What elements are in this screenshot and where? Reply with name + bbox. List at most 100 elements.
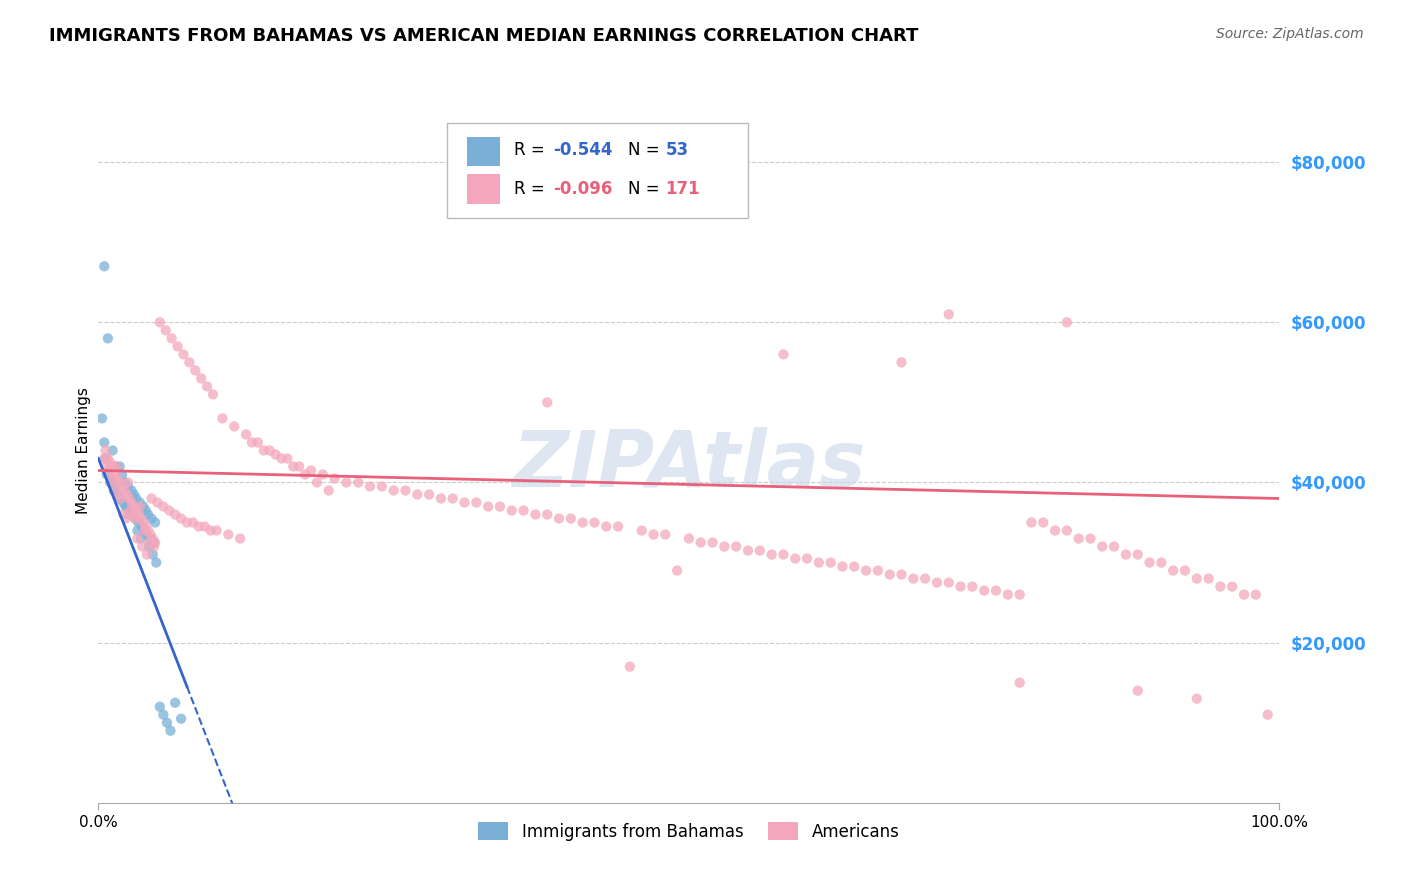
Point	[1150, 556, 1173, 570]
Point	[477, 500, 499, 514]
Point	[371, 479, 394, 493]
Point	[607, 519, 630, 533]
Point	[536, 395, 558, 409]
Point	[105, 459, 128, 474]
Point	[305, 475, 328, 490]
Point	[394, 483, 416, 498]
Point	[406, 487, 429, 501]
Point	[104, 467, 127, 482]
Point	[118, 491, 141, 506]
Point	[134, 524, 156, 538]
Point	[702, 535, 724, 549]
Point	[630, 524, 652, 538]
Point	[938, 307, 960, 321]
Point	[925, 575, 948, 590]
Point	[1185, 691, 1208, 706]
Point	[713, 540, 735, 554]
Point	[1080, 532, 1102, 546]
Point	[1139, 556, 1161, 570]
Point	[142, 535, 165, 549]
Point	[914, 572, 936, 586]
Point	[121, 508, 143, 522]
Point	[155, 323, 177, 337]
Point	[179, 355, 201, 369]
Point	[1209, 580, 1232, 594]
Point	[1257, 707, 1279, 722]
Point	[1174, 564, 1197, 578]
Point	[143, 535, 166, 549]
Point	[194, 519, 217, 533]
Point	[224, 419, 246, 434]
Point	[772, 347, 794, 361]
Point	[973, 583, 995, 598]
Point	[560, 511, 582, 525]
Point	[124, 511, 146, 525]
Point	[103, 483, 125, 498]
Point	[1067, 532, 1090, 546]
Point	[104, 479, 127, 493]
Point	[152, 707, 174, 722]
Point	[96, 459, 118, 474]
Point	[135, 527, 157, 541]
Point	[128, 495, 150, 509]
Point	[166, 339, 188, 353]
Point	[748, 543, 770, 558]
Point	[110, 491, 132, 506]
Point	[201, 387, 224, 401]
Point	[1008, 675, 1031, 690]
Point	[127, 532, 149, 546]
Point	[141, 511, 163, 525]
Point	[430, 491, 453, 506]
Point	[259, 443, 281, 458]
Point	[97, 451, 120, 466]
Point	[132, 500, 155, 514]
Point	[264, 447, 287, 461]
Point	[165, 696, 187, 710]
Point	[465, 495, 488, 509]
Point	[1233, 588, 1256, 602]
Point	[831, 559, 853, 574]
Point	[1056, 315, 1078, 329]
Point	[136, 524, 159, 538]
Point	[131, 519, 153, 533]
Point	[125, 491, 148, 506]
Point	[489, 500, 512, 514]
Point	[288, 459, 311, 474]
Point	[270, 451, 292, 466]
Point	[382, 483, 405, 498]
Point	[583, 516, 606, 530]
Point	[101, 443, 124, 458]
Point	[115, 487, 138, 501]
Point	[890, 355, 912, 369]
Point	[125, 503, 148, 517]
Point	[1161, 564, 1184, 578]
Point	[156, 715, 179, 730]
Point	[761, 548, 783, 562]
Point	[524, 508, 547, 522]
Text: Source: ZipAtlas.com: Source: ZipAtlas.com	[1216, 27, 1364, 41]
Point	[347, 475, 370, 490]
Point	[1126, 548, 1149, 562]
Point	[142, 548, 165, 562]
Point	[114, 511, 136, 525]
Point	[112, 475, 135, 490]
Point	[129, 532, 152, 546]
Point	[984, 583, 1007, 598]
Point	[96, 467, 118, 482]
Point	[145, 556, 167, 570]
Point	[1220, 580, 1243, 594]
Text: 53: 53	[665, 141, 689, 160]
Point	[132, 516, 155, 530]
Point	[98, 475, 121, 490]
Point	[796, 551, 818, 566]
Point	[122, 487, 145, 501]
Point	[143, 516, 166, 530]
Point	[176, 516, 198, 530]
Point	[100, 471, 122, 485]
Point	[1185, 572, 1208, 586]
Point	[725, 540, 748, 554]
Bar	[467, 174, 501, 204]
Point	[114, 500, 136, 514]
Point	[190, 371, 212, 385]
Point	[359, 479, 381, 493]
